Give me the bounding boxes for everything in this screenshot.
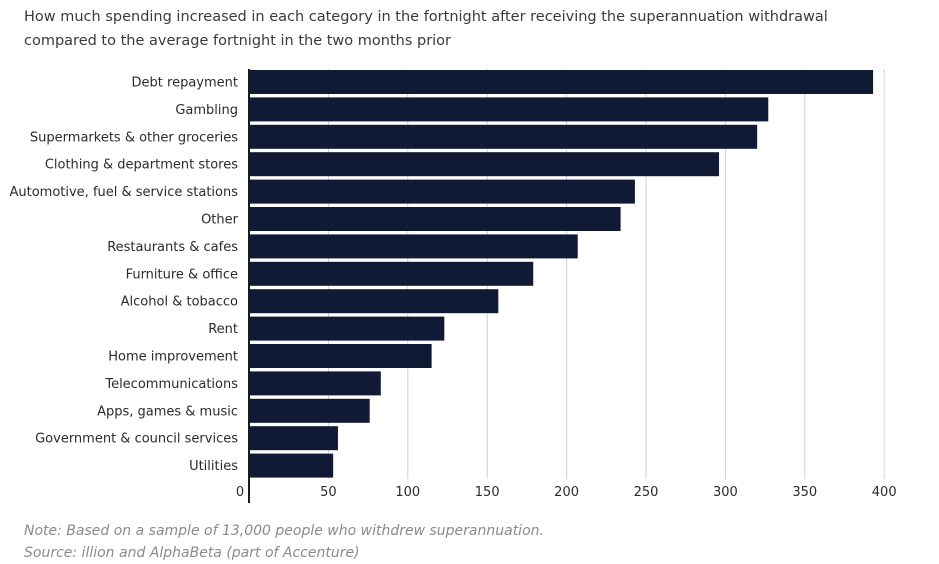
bar (249, 289, 499, 314)
category-label: Supermarkets & other groceries (30, 130, 238, 145)
bar (249, 398, 370, 423)
x-tick-label: 50 (320, 485, 337, 500)
bar (249, 234, 578, 259)
bar (249, 453, 334, 478)
bar (249, 344, 432, 368)
category-label: Telecommunications (104, 377, 238, 392)
x-tick-label: 100 (395, 485, 420, 500)
category-label: Other (201, 213, 239, 228)
bar (249, 70, 874, 94)
category-label: Government & council services (35, 432, 238, 447)
bar (249, 261, 534, 286)
x-tick-label: 400 (872, 485, 897, 500)
source-text: Source: illion and AlphaBeta (part of Ac… (24, 545, 360, 561)
bar-chart: 0 50 100 150 200 250 300 350 400 Debt repayment Ga… (9, 69, 897, 503)
x-tick-label: 350 (792, 485, 817, 500)
category-label: Furniture & office (126, 267, 238, 282)
bar (249, 371, 381, 396)
category-label: Home improvement (108, 350, 238, 365)
category-label: Debt repayment (132, 76, 238, 91)
bar (249, 124, 758, 149)
category-label: Rent (208, 322, 238, 337)
chart-title: How much spending increased in each cate… (24, 9, 828, 49)
bar (249, 97, 769, 122)
x-tick-label: 0 (236, 485, 244, 500)
bar (249, 179, 635, 204)
category-label: Alcohol & tobacco (121, 295, 238, 310)
category-label: Apps, games & music (97, 404, 238, 419)
category-label: Restaurants & cafes (107, 240, 238, 255)
x-tick-label: 200 (554, 485, 579, 500)
category-label: Clothing & department stores (45, 158, 238, 173)
x-tick-label: 300 (713, 485, 738, 500)
bar (249, 207, 621, 231)
bar (249, 426, 338, 451)
category-label: Utilities (189, 459, 238, 474)
bar (249, 152, 720, 177)
category-label: Gambling (175, 103, 238, 118)
bar (249, 316, 445, 341)
x-tick-label: 150 (475, 485, 500, 500)
category-label: Automotive, fuel & service stations (9, 185, 238, 200)
chart-footnote: Note: Based on a sample of 13,000 people… (24, 520, 544, 564)
note-text: Note: Based on a sample of 13,000 people… (24, 523, 544, 539)
x-tick-label: 250 (634, 485, 659, 500)
